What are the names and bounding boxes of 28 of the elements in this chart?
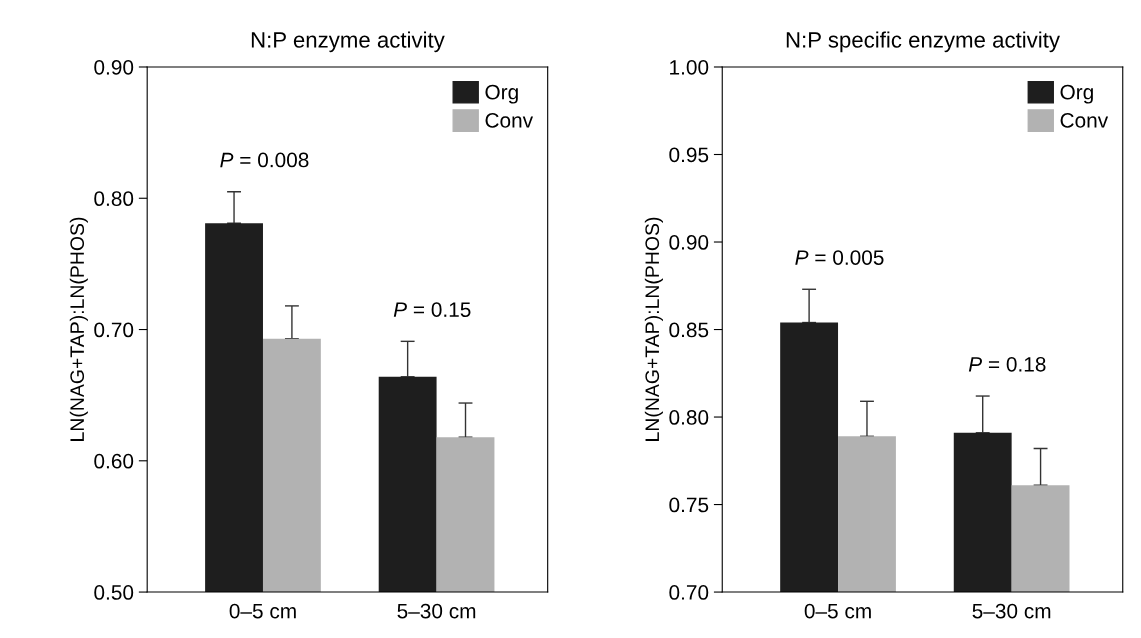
y-axis-title: LN(NAG+TAP):LN(PHOS): [644, 217, 663, 441]
annotation: P = 0.18: [968, 356, 1046, 372]
legend-label: Org: [1060, 84, 1093, 104]
y-tick-label: 1.00: [670, 59, 709, 75]
chart-title: N:P specific enzyme activity: [786, 31, 1060, 53]
annotation: P = 0.15: [393, 302, 471, 317]
y-tick-label: 0.75: [669, 497, 709, 513]
chart-title: N:P enzyme activity: [251, 31, 445, 53]
legend-label: Org: [485, 84, 518, 104]
y-tick-label: 0.90: [94, 59, 134, 75]
y-tick-label: 0.80: [94, 191, 134, 207]
y-tick-label: 0.95: [669, 147, 709, 163]
y-tick-label: 0.50: [94, 585, 134, 600]
annotation: P = 0.008: [220, 152, 309, 168]
y-axis-title: LN(NAG+TAP):LN(PHOS): [69, 217, 88, 441]
x-tick-label: 5–30 cm: [972, 603, 1051, 619]
y-tick-label: 0.80: [669, 410, 709, 425]
y-tick-label: 0.60: [94, 453, 134, 469]
y-tick-label: 0.85: [669, 322, 709, 338]
x-tick-label: 0–5 cm: [229, 603, 296, 619]
annotation: P = 0.005: [795, 250, 884, 265]
legend-label: Conv: [1060, 113, 1109, 128]
x-tick-label: 5–30 cm: [397, 603, 476, 619]
legend-label: Conv: [485, 113, 534, 128]
x-tick-label: 0–5 cm: [804, 603, 871, 619]
y-tick-label: 0.70: [94, 322, 134, 338]
y-tick-label: 0.90: [669, 235, 709, 250]
y-tick-label: 0.70: [669, 585, 709, 600]
